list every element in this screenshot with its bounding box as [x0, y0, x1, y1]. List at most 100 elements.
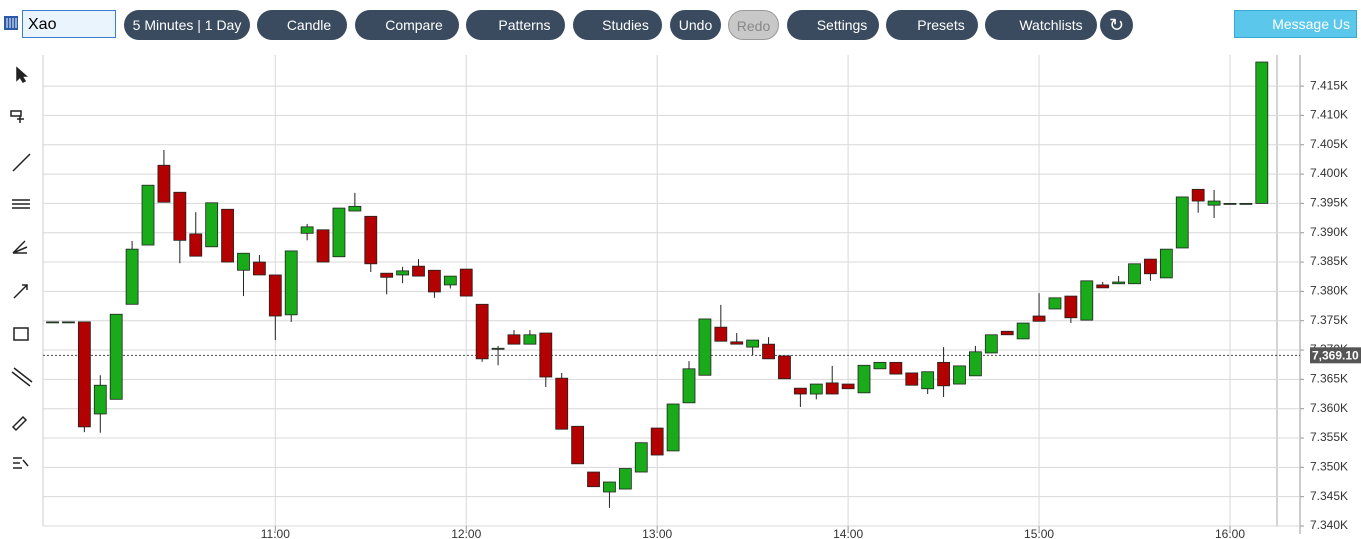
candle-body — [857, 364, 871, 394]
y-tick-label: 7.400K — [1310, 166, 1348, 180]
candle-body — [1112, 281, 1126, 285]
candle-body — [475, 303, 489, 360]
candle-body — [332, 207, 346, 258]
y-tick-label: 7.350K — [1310, 460, 1348, 474]
studies-button[interactable]: Studies — [573, 10, 662, 40]
refresh-button[interactable]: ↻ — [1100, 10, 1133, 40]
candle-body — [125, 248, 139, 305]
settings-button[interactable]: Settings — [787, 10, 879, 40]
candle-body — [937, 361, 950, 387]
candle-body — [348, 205, 362, 212]
y-tick-label: 7.365K — [1310, 372, 1348, 386]
candle-body — [300, 226, 314, 234]
y-tick-label: 7.405K — [1310, 137, 1348, 151]
candle-body — [921, 371, 935, 390]
last-price-box — [1310, 347, 1361, 364]
candle-body — [793, 387, 807, 395]
candle-body — [268, 274, 282, 317]
candle-body — [141, 184, 155, 246]
candle-body — [428, 269, 441, 293]
y-tick-label: 7.390K — [1310, 225, 1348, 239]
candle-body — [1016, 322, 1030, 340]
candle-body — [1000, 330, 1014, 336]
candle-body — [571, 425, 585, 465]
candle-body — [1032, 315, 1046, 322]
candle-body — [1128, 263, 1141, 285]
menu-icon[interactable] — [3, 15, 19, 31]
candle-body — [459, 268, 473, 297]
candle-body — [1064, 295, 1078, 319]
candle-button[interactable]: Candle — [257, 10, 347, 40]
candle-body — [730, 341, 744, 345]
candle-body — [603, 481, 616, 493]
candle-body — [316, 229, 330, 263]
watchlists-button[interactable]: Watchlists — [985, 10, 1097, 40]
x-tick-label: 16:00 — [1215, 527, 1245, 539]
y-tick-label: 7.375K — [1310, 313, 1348, 327]
candle-body — [809, 383, 823, 395]
candle-body — [1239, 202, 1253, 205]
candle-body — [984, 334, 998, 354]
candle-body — [173, 191, 187, 241]
candle-body — [555, 377, 569, 430]
toolbar: Xao 5 Minutes | 1 Day Candle Compare Pat… — [0, 0, 1361, 48]
x-tick-label: 13:00 — [642, 527, 672, 539]
candle-body — [1096, 284, 1110, 289]
candle-body — [634, 442, 648, 473]
y-tick-label: 7.345K — [1310, 489, 1348, 503]
candle-body — [523, 334, 537, 345]
x-tick-label: 15:00 — [1024, 527, 1054, 539]
candle-body — [682, 368, 696, 404]
candle-body — [698, 318, 712, 376]
symbol-input[interactable]: Xao — [22, 10, 116, 38]
y-tick-label: 7.385K — [1310, 254, 1348, 268]
interval-button[interactable]: 5 Minutes | 1 Day — [124, 10, 250, 40]
candle-body — [412, 265, 425, 277]
candle-body — [237, 252, 250, 271]
x-tick-label: 12:00 — [451, 527, 481, 539]
candle-body — [1223, 202, 1237, 205]
candle-body — [1175, 196, 1189, 249]
candle-body — [969, 351, 982, 377]
candle-body — [1080, 280, 1094, 321]
candle-body — [1159, 248, 1173, 279]
candle-body — [77, 321, 91, 428]
last-price-label: 7,369.10 — [1312, 348, 1359, 362]
redo-button[interactable]: Redo — [728, 10, 779, 40]
x-tick-label: 11:00 — [261, 527, 290, 539]
x-tick-label: 14:00 — [833, 527, 863, 539]
candle-body — [396, 270, 409, 276]
candle-body — [841, 383, 855, 390]
candle-body — [443, 275, 457, 286]
presets-button[interactable]: Presets — [886, 10, 978, 40]
candle-body — [1191, 188, 1205, 202]
y-tick-label: 7.410K — [1310, 108, 1348, 122]
drawing-tools[interactable] — [10, 66, 33, 469]
compare-button[interactable]: Compare — [355, 10, 459, 40]
undo-button[interactable]: Undo — [670, 10, 721, 40]
candle-body — [618, 468, 632, 490]
candle-body — [778, 355, 791, 380]
candle-body — [284, 250, 298, 316]
candle-body — [905, 372, 919, 386]
message-button[interactable]: Message Us — [1234, 10, 1357, 38]
candle-body — [1255, 61, 1269, 204]
candle-body — [889, 361, 903, 375]
candle-body — [587, 471, 600, 488]
patterns-button[interactable]: Patterns — [466, 10, 565, 40]
candle-body — [46, 321, 59, 324]
candle-body — [205, 202, 219, 248]
candle-body — [507, 334, 521, 345]
candle-body — [1207, 200, 1221, 206]
candle-body — [491, 347, 505, 350]
y-tick-label: 7.360K — [1310, 401, 1348, 415]
candle-body — [1144, 258, 1157, 275]
candle-body — [157, 164, 171, 203]
candle-body — [539, 332, 553, 378]
y-tick-label: 7.415K — [1310, 78, 1348, 92]
candle-body — [62, 321, 75, 324]
candle-body — [873, 361, 887, 370]
candle-body — [1048, 297, 1062, 310]
